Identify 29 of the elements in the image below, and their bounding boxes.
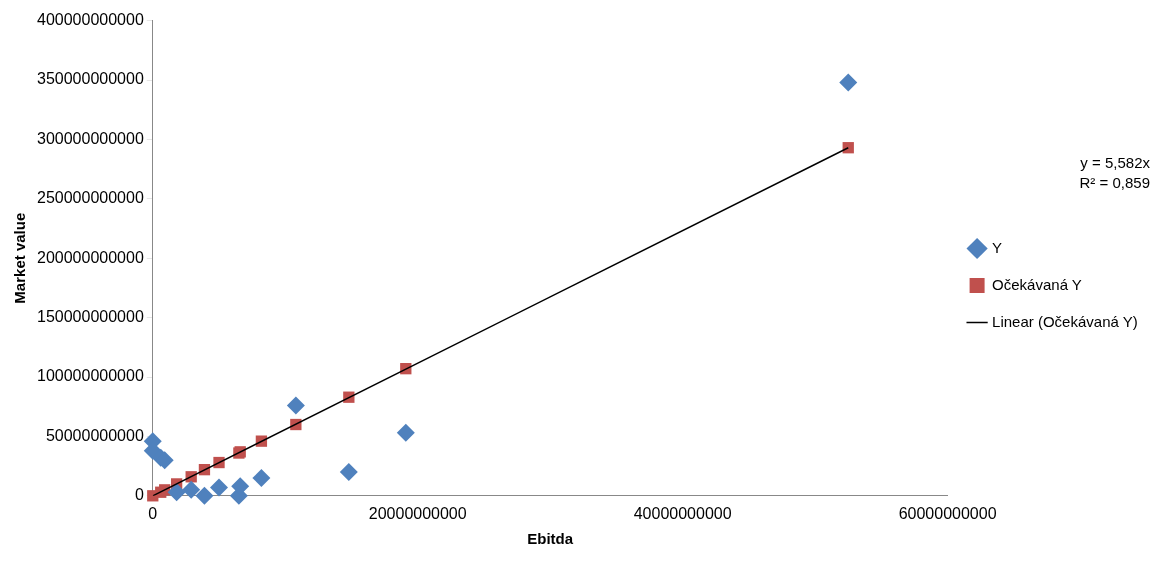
y-tick-label: 200000000000 [37,248,144,266]
y-tick-label: 350000000000 [37,70,144,88]
x-tick-label: 40000000000 [633,504,732,522]
y-axis-title: Market value [11,212,29,304]
point [210,478,229,497]
y-tick-label: 400000000000 [37,11,144,29]
point [182,480,201,499]
point [195,486,214,505]
point [339,463,358,482]
point [252,468,271,487]
text: R² = 0,859 [1079,174,1150,191]
y-tick-label: 250000000000 [37,189,144,207]
x-tick-label: 60000000000 [898,504,997,522]
point [839,73,858,92]
legend-label: Očekávaná Y [992,275,1082,293]
point [286,396,305,415]
legend-label: Linear (Očekávaná Y) [992,312,1138,330]
x-tick-label: 0 [148,504,158,522]
legend-label: Y [992,238,1003,256]
x-axis-title: Ebitda [527,530,574,548]
text: y = 5,582x [1080,154,1151,171]
y-tick-label: 0 [134,486,144,504]
y-tick-label: 300000000000 [37,129,144,147]
y-tick-label: 50000000000 [45,426,144,444]
point [396,423,415,442]
y-tick-label: 100000000000 [37,367,144,385]
point [167,483,186,502]
y-tick-label: 150000000000 [37,308,144,326]
x-tick-label: 20000000000 [368,504,467,522]
